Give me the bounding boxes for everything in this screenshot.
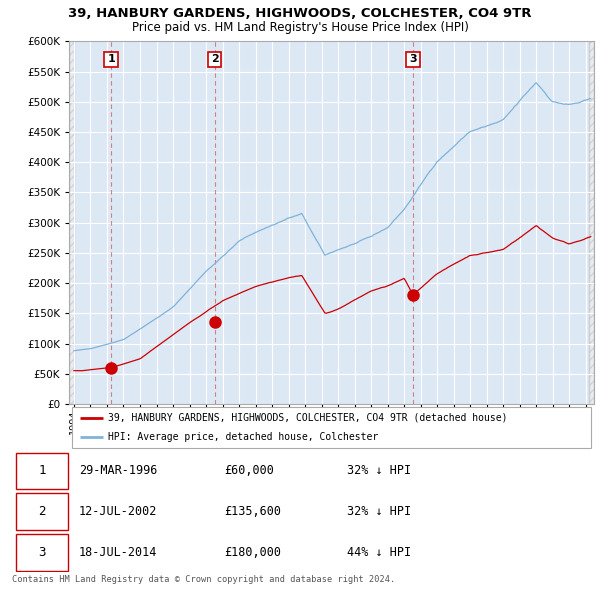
- Bar: [69, 41, 74, 404]
- Bar: [589, 41, 594, 404]
- Text: 29-MAR-1996: 29-MAR-1996: [79, 464, 157, 477]
- FancyBboxPatch shape: [16, 493, 68, 530]
- Text: 44% ↓ HPI: 44% ↓ HPI: [347, 546, 411, 559]
- Bar: [589, 41, 594, 404]
- Text: £135,600: £135,600: [224, 505, 281, 518]
- Text: HPI: Average price, detached house, Colchester: HPI: Average price, detached house, Colc…: [109, 431, 379, 441]
- Text: 1: 1: [107, 54, 115, 64]
- Text: 12-JUL-2002: 12-JUL-2002: [79, 505, 157, 518]
- Text: 39, HANBURY GARDENS, HIGHWOODS, COLCHESTER, CO4 9TR: 39, HANBURY GARDENS, HIGHWOODS, COLCHEST…: [68, 7, 532, 20]
- FancyBboxPatch shape: [71, 407, 592, 448]
- Text: 2: 2: [211, 54, 218, 64]
- Text: Price paid vs. HM Land Registry's House Price Index (HPI): Price paid vs. HM Land Registry's House …: [131, 21, 469, 34]
- Text: 2: 2: [38, 505, 46, 518]
- Text: £60,000: £60,000: [224, 464, 274, 477]
- Text: 3: 3: [409, 54, 417, 64]
- Text: 3: 3: [38, 546, 46, 559]
- Text: £180,000: £180,000: [224, 546, 281, 559]
- Text: Contains HM Land Registry data © Crown copyright and database right 2024.: Contains HM Land Registry data © Crown c…: [12, 575, 395, 584]
- Text: 32% ↓ HPI: 32% ↓ HPI: [347, 505, 411, 518]
- Text: 32% ↓ HPI: 32% ↓ HPI: [347, 464, 411, 477]
- FancyBboxPatch shape: [16, 535, 68, 571]
- FancyBboxPatch shape: [16, 453, 68, 489]
- Text: 1: 1: [38, 464, 46, 477]
- Bar: [69, 41, 74, 404]
- Text: 39, HANBURY GARDENS, HIGHWOODS, COLCHESTER, CO4 9TR (detached house): 39, HANBURY GARDENS, HIGHWOODS, COLCHEST…: [109, 413, 508, 423]
- Text: 18-JUL-2014: 18-JUL-2014: [79, 546, 157, 559]
